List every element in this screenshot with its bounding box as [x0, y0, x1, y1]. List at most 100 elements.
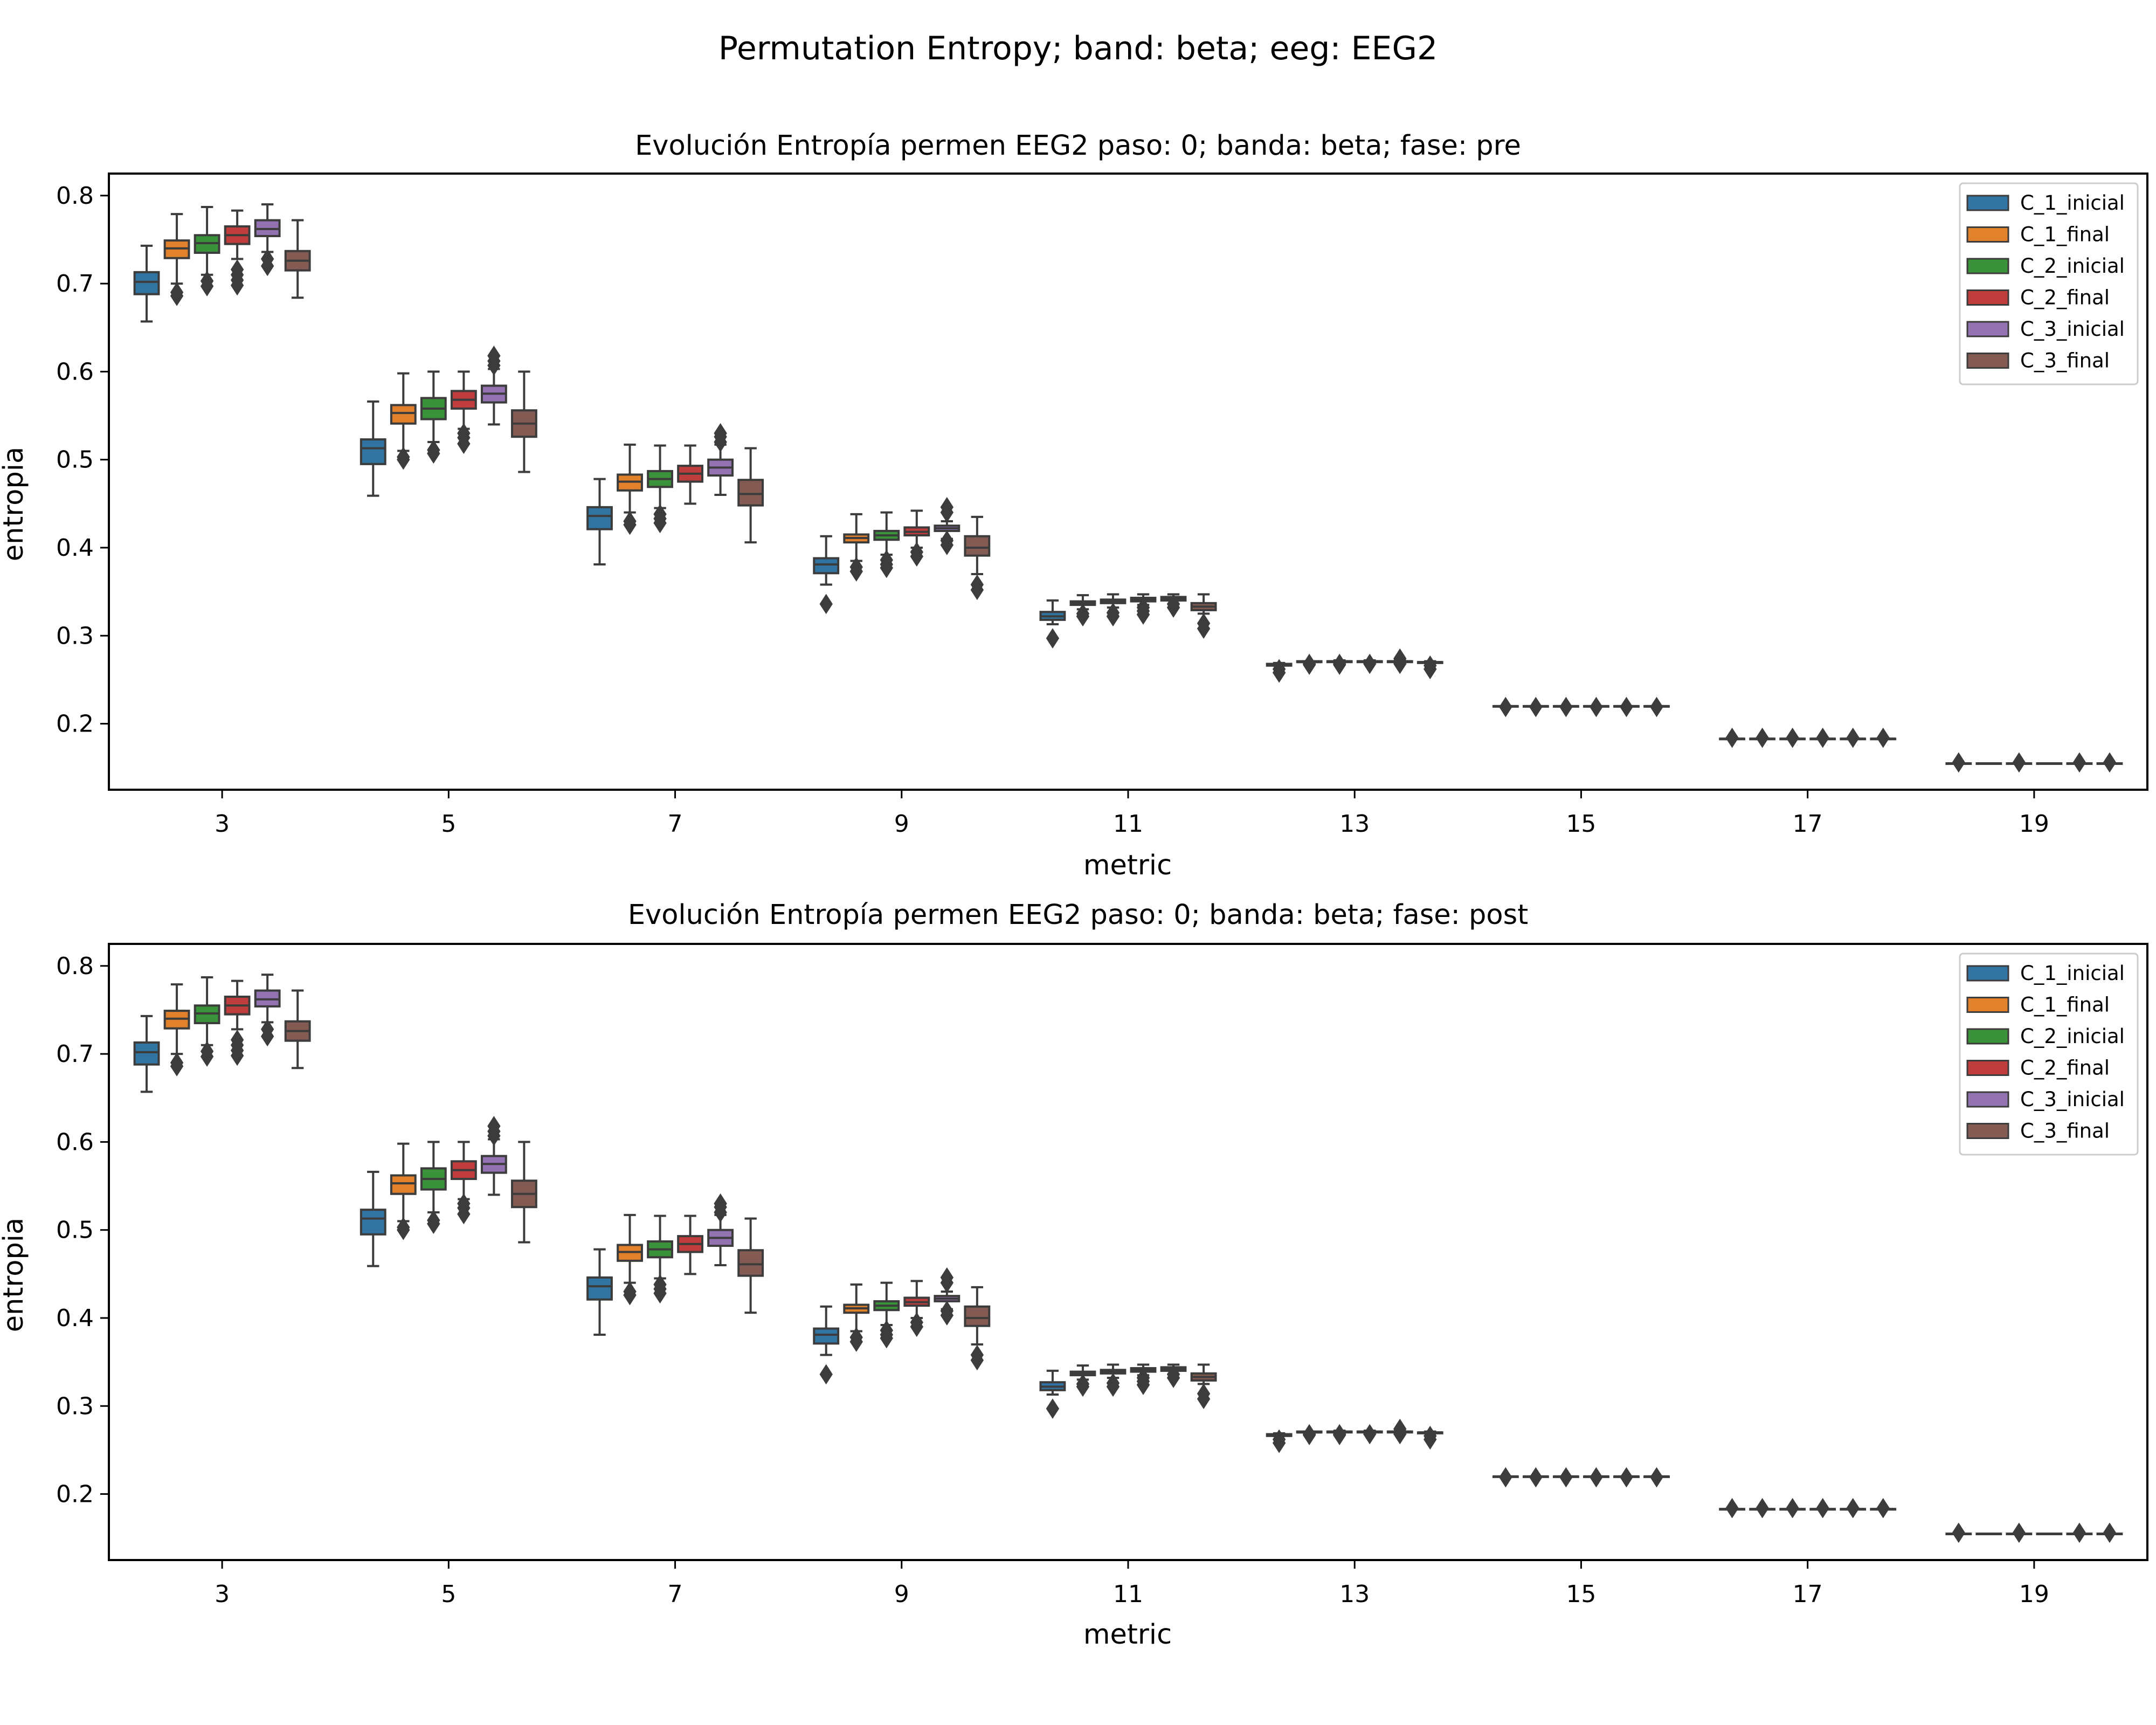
- flier: [200, 271, 214, 292]
- box-C_2_inicial-3: [194, 976, 220, 1067]
- box-body: [964, 1305, 991, 1327]
- flier: [1136, 1368, 1150, 1388]
- box-body: [813, 1327, 840, 1345]
- y-tick-label: 0.5: [56, 1217, 94, 1244]
- x-tick-label: 15: [1566, 810, 1596, 838]
- flier: [1952, 1522, 1966, 1543]
- box-C_3_inicial-13: [1386, 1418, 1413, 1445]
- box-C_2_inicial-5: [420, 1141, 447, 1234]
- box-C_2_final-19: [2036, 762, 2063, 765]
- legend-label: C_2_inicial: [2020, 1025, 2125, 1048]
- flier: [940, 530, 954, 551]
- flier: [1423, 1425, 1437, 1446]
- box-C_1_inicial-17: [1719, 727, 1746, 748]
- x-tick-label: 19: [2019, 1581, 2049, 1608]
- box-C_3_inicial-9: [934, 1267, 960, 1326]
- box-C_3_inicial-19: [2066, 1522, 2093, 1543]
- box-C_1_inicial-11: [1039, 1369, 1066, 1419]
- x-tick-label: 13: [1339, 1581, 1370, 1608]
- box-body: [737, 479, 764, 507]
- y-axis-label: entropia: [0, 1218, 30, 1333]
- box-C_3_final-3: [284, 219, 311, 299]
- legend-swatch: [1966, 353, 2009, 369]
- flier: [1333, 1424, 1346, 1445]
- box-C_1_inicial-5: [360, 400, 386, 497]
- box-C_2_final-13: [1356, 1424, 1383, 1445]
- box-C_3_final-13: [1416, 1425, 1443, 1450]
- flier: [1816, 727, 1829, 748]
- flier: [2072, 752, 2086, 773]
- box-body: [586, 506, 613, 530]
- flier: [1559, 1467, 1573, 1488]
- box-C_1_inicial-13: [1266, 659, 1293, 683]
- box-C_1_final-9: [843, 1283, 870, 1352]
- flier: [1725, 727, 1739, 748]
- flier: [1786, 1498, 1799, 1519]
- legend-label: C_3_inicial: [2020, 1088, 2125, 1111]
- flier: [1363, 1424, 1377, 1445]
- box-C_2_final-5: [450, 1141, 477, 1225]
- box-C_3_final-9: [964, 515, 991, 601]
- legend-label: C_3_final: [2020, 349, 2110, 372]
- y-axis-label: entropia: [0, 447, 30, 562]
- flier: [1046, 1398, 1060, 1419]
- box-C_1_inicial-3: [133, 1015, 160, 1093]
- flier: [1846, 1498, 1860, 1519]
- box-body: [360, 1209, 386, 1236]
- flier: [2103, 752, 2117, 773]
- box-C_2_inicial-3: [194, 206, 220, 296]
- flier: [849, 1327, 863, 1348]
- flier: [487, 1116, 501, 1136]
- box-C_2_inicial-19: [2006, 1522, 2033, 1543]
- box-C_3_inicial-19: [2066, 752, 2093, 773]
- panel-title: Evolución Entropía permen EEG2 paso: 0; …: [628, 899, 1528, 931]
- flier: [1166, 594, 1180, 615]
- x-tick-label: 3: [215, 1581, 230, 1608]
- box-C_3_final-3: [284, 989, 311, 1070]
- legend-label: C_1_inicial: [2020, 191, 2125, 215]
- axes-frame: [108, 172, 2148, 791]
- flier: [1272, 1429, 1286, 1450]
- x-tick-label: 11: [1113, 1581, 1143, 1608]
- flier: [1106, 1372, 1120, 1393]
- box-C_1_final-5: [390, 372, 417, 470]
- box-C_2_final-11: [1130, 1363, 1157, 1395]
- box-C_3_final-5: [510, 370, 537, 473]
- box-C_3_inicial-17: [1840, 727, 1867, 748]
- flier: [1529, 696, 1543, 717]
- x-tick-label: 11: [1113, 810, 1143, 838]
- legend-swatch: [1966, 1091, 2009, 1108]
- y-tick-label: 0.7: [56, 1040, 94, 1068]
- x-tick-label: 5: [441, 1581, 456, 1608]
- flier: [1590, 696, 1603, 717]
- flier: [623, 511, 637, 532]
- box-C_2_inicial-19: [2006, 752, 2033, 773]
- box-C_1_inicial-17: [1719, 1498, 1746, 1519]
- box-C_3_inicial-13: [1386, 648, 1413, 674]
- box-C_1_inicial-19: [1945, 752, 1972, 773]
- box-C_1_final-11: [1069, 594, 1096, 627]
- box-body: [964, 535, 991, 557]
- box-C_2_inicial-9: [873, 1281, 900, 1349]
- flier: [940, 497, 954, 518]
- box-C_2_inicial-11: [1100, 1363, 1127, 1397]
- flier: [2103, 1522, 2117, 1543]
- legend-label: C_2_inicial: [2020, 254, 2125, 278]
- flier: [1952, 752, 1966, 773]
- flier: [397, 1217, 410, 1238]
- flier: [940, 1267, 954, 1288]
- x-tick-label: 15: [1566, 1581, 1596, 1608]
- flier: [1620, 696, 1633, 717]
- flier: [1499, 1467, 1512, 1488]
- y-tick-label: 0.6: [56, 358, 94, 385]
- box-C_1_inicial-15: [1492, 1467, 1519, 1488]
- box-body: [737, 1249, 764, 1277]
- box-C_2_inicial-15: [1553, 1467, 1579, 1488]
- box-C_3_final-7: [737, 447, 764, 544]
- flier: [880, 549, 893, 570]
- box-C_1_inicial-9: [813, 1305, 840, 1385]
- flier: [230, 259, 244, 280]
- flier: [427, 439, 440, 460]
- box-C_2_inicial-15: [1553, 696, 1579, 717]
- flier: [1650, 696, 1663, 717]
